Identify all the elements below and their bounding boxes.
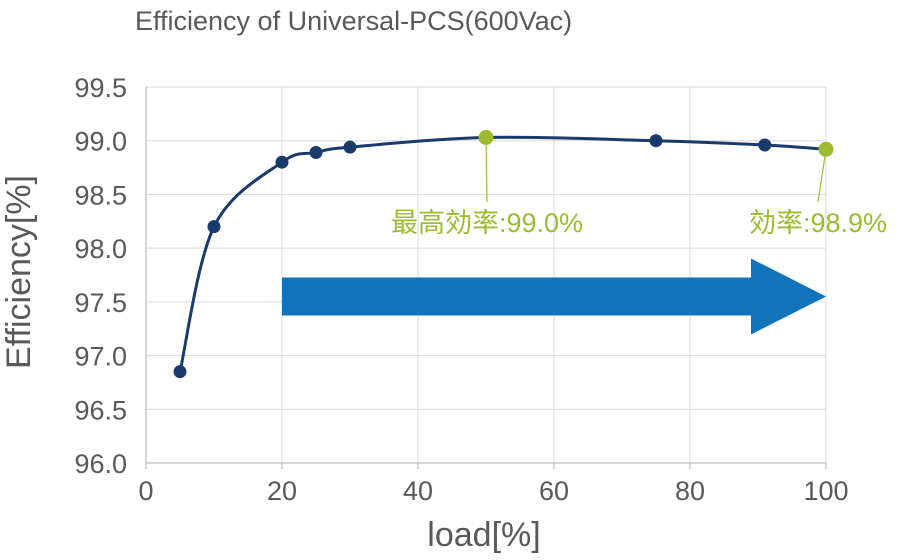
y-axis-title: Efficiency[%] <box>0 175 38 369</box>
y-tick-label: 98.5 <box>74 180 127 210</box>
y-tick-label: 97.0 <box>74 342 127 372</box>
series-line <box>178 135 827 373</box>
tick-labels: 96.0 96.5 97.0 97.5 98.0 98.5 99.0 99.5 0 20 40 60 8… <box>74 73 848 506</box>
data-point <box>173 365 187 379</box>
x-tick-label: 60 <box>539 476 569 506</box>
x-tick-label: 40 <box>403 476 433 506</box>
axes <box>145 87 827 469</box>
y-tick-label: 98.0 <box>74 234 127 264</box>
x-tick-label: 20 <box>267 476 297 506</box>
data-points <box>173 129 834 379</box>
data-point <box>649 134 663 148</box>
annotation-label: 最高効率:99.0% <box>391 208 583 238</box>
data-point <box>275 155 289 169</box>
annotations: 最高効率:99.0% 効率:98.9% <box>391 137 887 238</box>
data-point <box>343 140 357 154</box>
x-tick-label: 100 <box>803 476 848 506</box>
y-tick-label: 97.5 <box>74 288 127 318</box>
arrow-shape <box>282 258 826 335</box>
y-tick-label: 99.0 <box>74 127 127 157</box>
highlighted-data-point <box>478 129 494 145</box>
data-point <box>309 146 323 160</box>
data-point <box>758 138 772 152</box>
y-tick-label: 99.5 <box>74 73 127 103</box>
x-axis-title: load[%] <box>427 516 540 554</box>
x-tick-label: 0 <box>138 476 153 506</box>
annotation-leader <box>817 149 827 203</box>
direction-arrow <box>282 258 826 335</box>
highlighted-data-point <box>818 141 834 157</box>
x-tick-label: 80 <box>675 476 705 506</box>
y-tick-label: 96.0 <box>74 449 127 479</box>
annotation-label: 効率:98.9% <box>749 208 887 238</box>
chart-title: Efficiency of Universal-PCS(600Vac) <box>135 6 572 36</box>
annotation-leader <box>485 137 488 203</box>
series-path <box>178 135 827 373</box>
data-point <box>207 220 221 234</box>
y-tick-label: 96.5 <box>74 395 127 425</box>
